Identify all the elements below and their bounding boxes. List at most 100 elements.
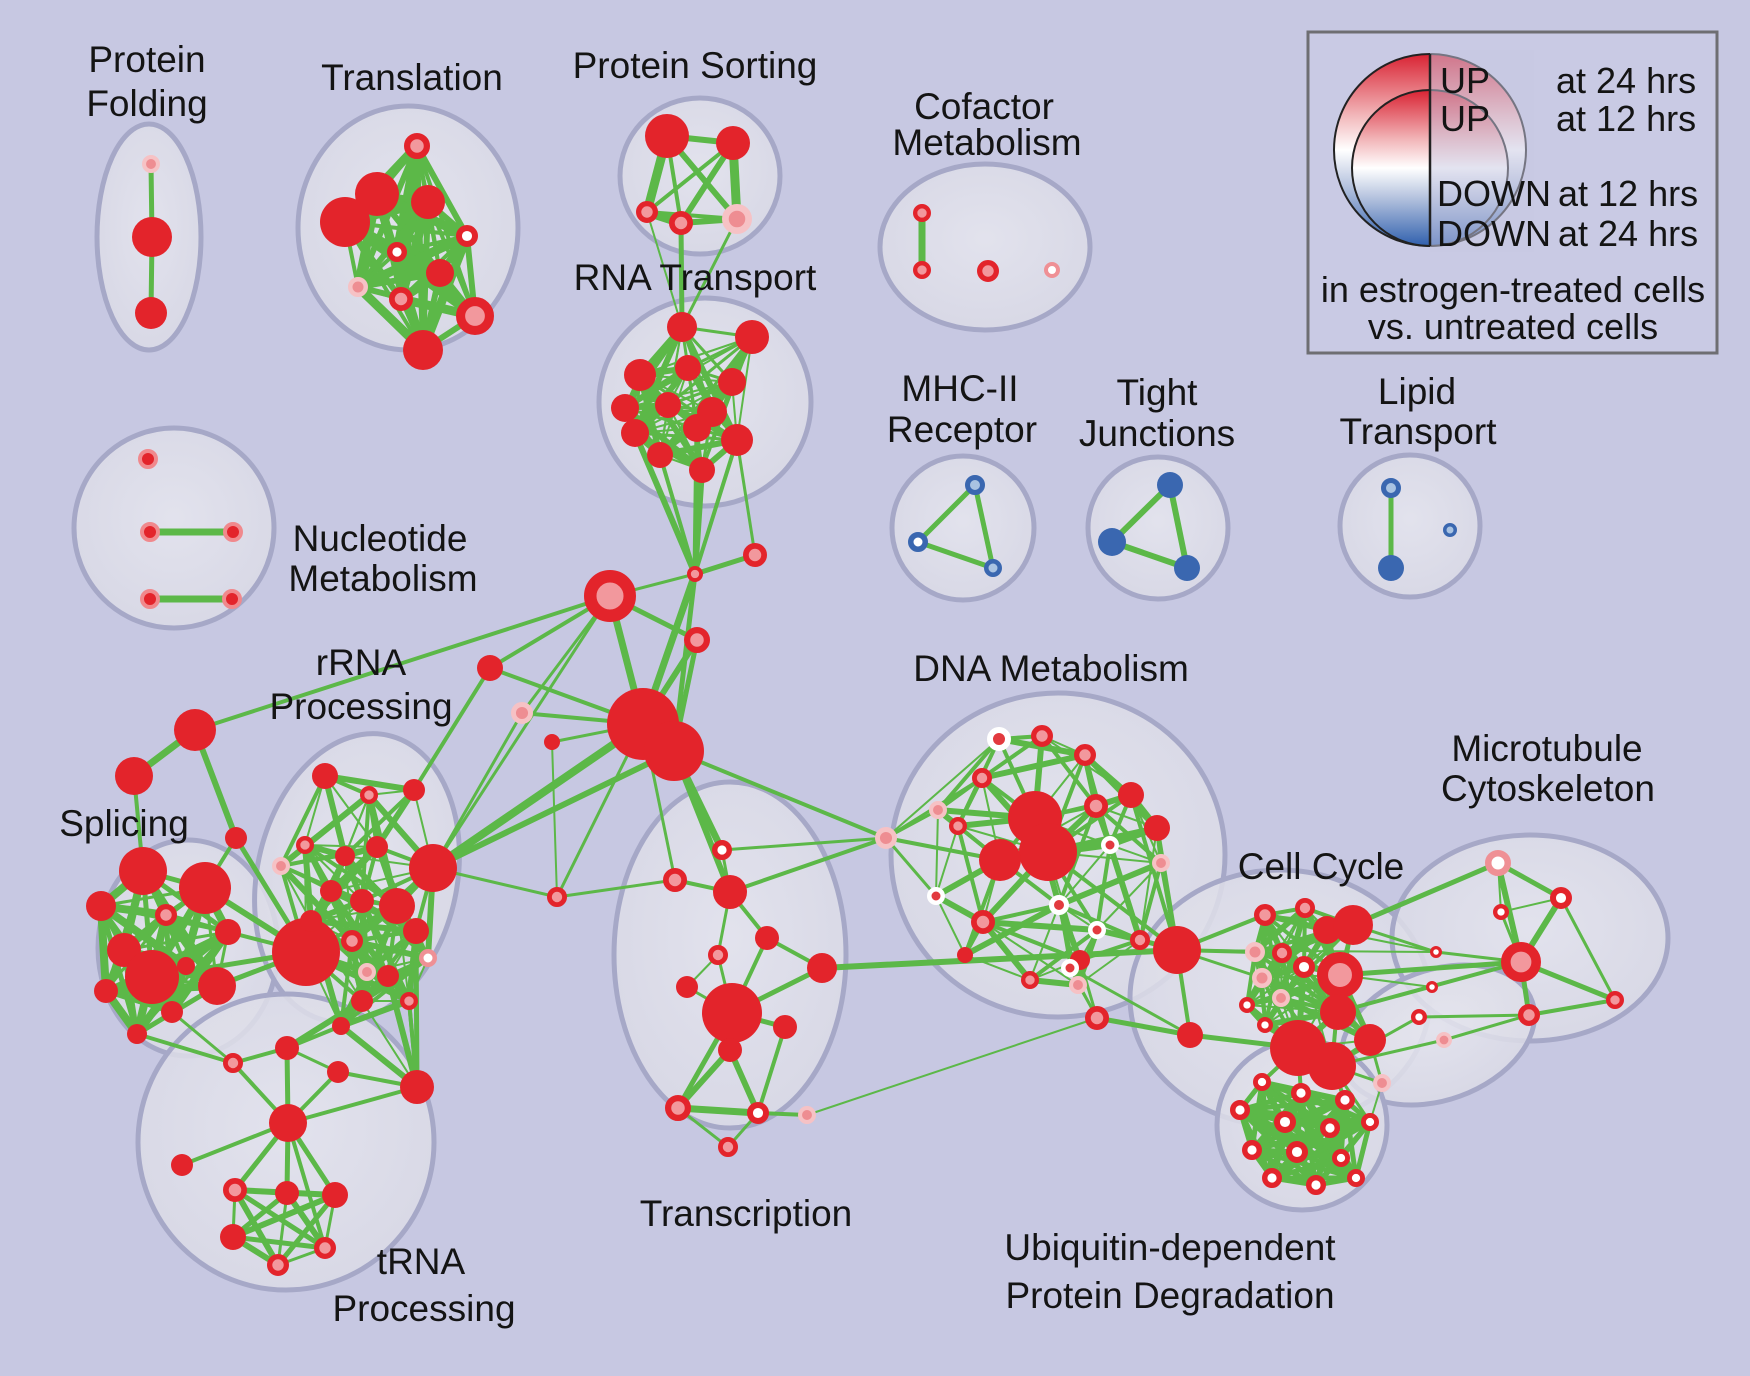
- cluster-label-rrna-processing: rRNA: [316, 642, 407, 683]
- network-edge: [180, 1121, 290, 1167]
- network-node-rt11: [683, 414, 711, 442]
- network-node-rt5: [718, 368, 746, 396]
- cluster-label-translation: Translation: [321, 57, 503, 98]
- network-edge: [935, 895, 966, 956]
- network-node-tr11: [267, 1254, 290, 1277]
- network-edge: [728, 836, 888, 894]
- legend-row-label: DOWN: [1437, 213, 1551, 254]
- network-node-tr8: [322, 1182, 348, 1208]
- network-node-mt10: [1436, 1032, 1453, 1049]
- network-edge: [646, 211, 683, 328]
- network-node-cc4: [1333, 905, 1373, 945]
- network-node-ub13: [1347, 1169, 1366, 1188]
- network-node-cc14: [1354, 1024, 1386, 1056]
- network-node-cn1: [686, 565, 703, 582]
- network-node-nc5: [222, 589, 242, 609]
- network-node-sp4: [154, 904, 177, 927]
- network-edge: [1040, 734, 1098, 808]
- network-edge: [819, 947, 1180, 971]
- network-node-tx2: [663, 868, 688, 893]
- network-node-mt3: [1493, 903, 1510, 920]
- network-node-sp11: [161, 1001, 183, 1023]
- network-node-rr18: [400, 991, 419, 1010]
- network-edge: [386, 974, 419, 1089]
- network-edge: [193, 594, 612, 732]
- network-node-tl1: [403, 132, 430, 159]
- network-node-tx3: [713, 875, 747, 909]
- network-node-cn4: [683, 626, 710, 653]
- network-edge: [979, 752, 1088, 781]
- network-node-cc18: [1085, 1006, 1110, 1031]
- network-node-sp7: [177, 957, 195, 975]
- legend-row-label: UP: [1440, 60, 1490, 101]
- network-edge: [413, 928, 420, 1090]
- network-node-pf3: [135, 297, 167, 329]
- legend-row-time: at 12 hrs: [1556, 98, 1696, 139]
- network-node-mt9: [1606, 990, 1625, 1009]
- network-node-tr4: [275, 1036, 299, 1060]
- network-edge: [756, 1025, 787, 1115]
- network-edge: [1058, 904, 1071, 969]
- network-node-rr9: [320, 880, 342, 902]
- network-node-cc6: [1272, 943, 1293, 964]
- network-node-cn7: [544, 734, 560, 750]
- network-edge: [1417, 1013, 1531, 1019]
- network-node-rr16: [377, 965, 399, 987]
- network-node-dm5: [929, 801, 948, 820]
- network-node-tl5: [456, 225, 479, 248]
- network-edge: [1167, 482, 1190, 571]
- network-node-tx13: [746, 1101, 769, 1124]
- network-node-ub8: [1241, 1139, 1262, 1160]
- network-edge: [981, 903, 1061, 924]
- network-node-sp9: [198, 967, 236, 1005]
- cluster-label-rrna-processing: Processing: [269, 686, 452, 727]
- network-node-tx8: [807, 953, 837, 983]
- network-edge: [735, 438, 757, 557]
- network-edge: [1107, 842, 1143, 943]
- network-edge: [1138, 861, 1163, 942]
- network-node-cc8: [1317, 952, 1364, 999]
- cluster-label-protein-folding: Protein: [88, 39, 205, 80]
- network-edge: [935, 825, 959, 897]
- network-node-dm4: [972, 768, 993, 789]
- network-node-tl8: [348, 277, 368, 297]
- network-node-sp10: [94, 979, 118, 1003]
- network-node-ps4: [669, 211, 694, 236]
- cluster-label-nucleotide-metabolism: Nucleotide: [293, 518, 468, 559]
- network-edge: [304, 844, 378, 848]
- network-node-tj1: [1157, 472, 1183, 498]
- network-node-rr15: [357, 963, 376, 982]
- network-node-ub10: [1332, 1149, 1351, 1168]
- network-node-tg2: [115, 757, 153, 795]
- network-node-ps2: [716, 126, 750, 160]
- network-edge: [275, 1192, 338, 1268]
- network-edge: [972, 482, 996, 571]
- cluster-label-lipid-transport: Transport: [1340, 411, 1498, 452]
- network-node-pf2: [132, 217, 172, 257]
- network-edge: [1252, 905, 1308, 955]
- network-node-tx9: [702, 983, 762, 1043]
- network-edge: [639, 336, 753, 376]
- network-edge: [980, 919, 1033, 983]
- cluster-label-lipid-transport: Lipid: [1378, 371, 1456, 412]
- network-edge: [286, 1121, 327, 1250]
- network-node-ub1: [1253, 1073, 1272, 1092]
- network-edge: [414, 143, 470, 239]
- network-edge: [1337, 959, 1524, 978]
- network-edge: [674, 1104, 762, 1117]
- cluster-ellipse-tight-junctions: [1085, 454, 1231, 602]
- network-node-rr3: [403, 779, 425, 801]
- network-node-cf1: [912, 204, 931, 223]
- cluster-label-trna-processing: tRNA: [377, 1241, 466, 1282]
- network-node-cn2: [743, 543, 768, 568]
- network-node-gh1: [272, 918, 340, 986]
- cluster-ellipse-cofactor-metabolism: [877, 161, 1093, 333]
- network-node-cf3: [977, 260, 1000, 283]
- network-edge: [1237, 1097, 1348, 1113]
- network-edge: [645, 141, 735, 214]
- legend-caption-line1: in estrogen-treated cells: [1321, 269, 1705, 310]
- legend-row-label: DOWN: [1437, 173, 1551, 214]
- cluster-label-mhc-ii-receptor: Receptor: [887, 409, 1037, 450]
- network-edge: [720, 836, 888, 852]
